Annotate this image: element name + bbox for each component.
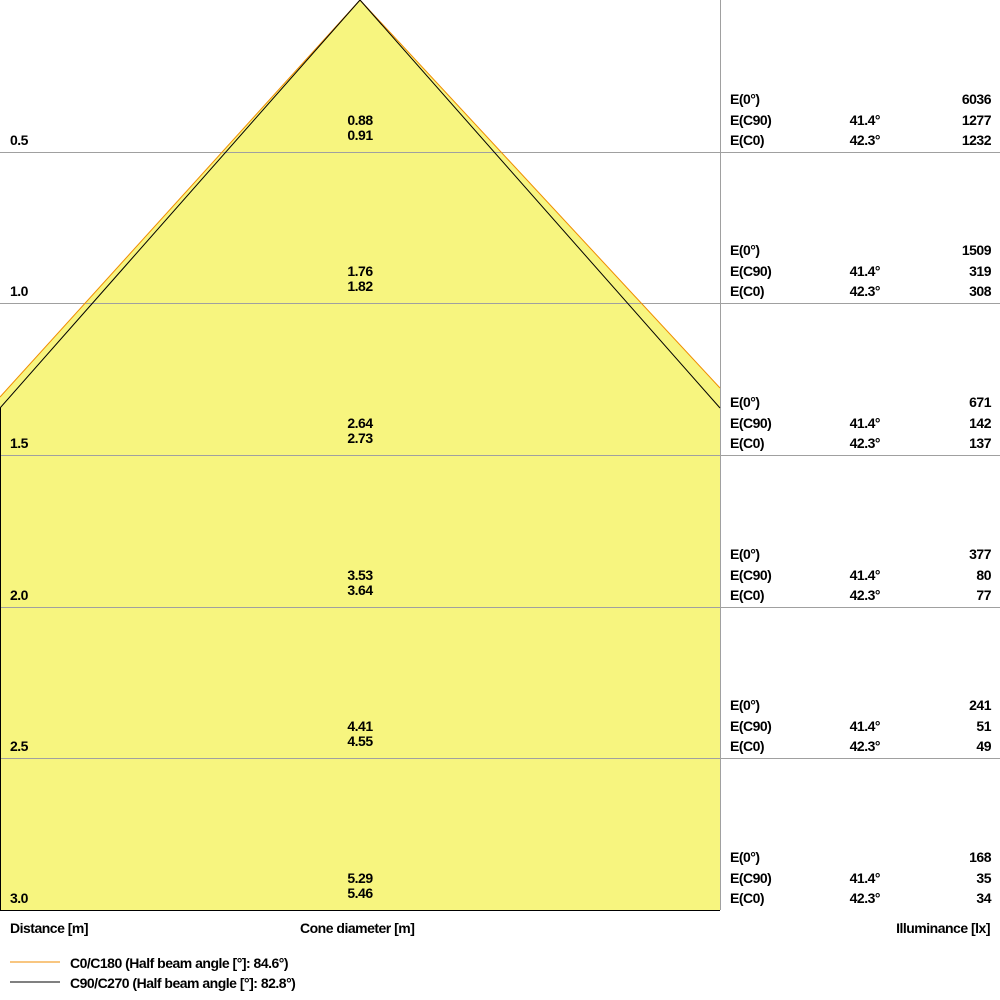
- cone-diameter-c0: 1.76: [347, 263, 373, 279]
- e0-label: E(0°): [730, 546, 760, 562]
- c90-angle: 41.4°: [849, 263, 881, 279]
- ec0-label: E(C0): [730, 738, 765, 754]
- cone-diameter-c0: 3.53: [347, 567, 373, 583]
- cone-diameter-c90: 1.82: [347, 278, 373, 294]
- ec0-label: E(C0): [730, 435, 765, 451]
- e90-value: 51: [976, 718, 991, 734]
- ec0-label: E(C0): [730, 587, 765, 603]
- e90-value: 319: [969, 263, 991, 279]
- ec0-value: 77: [976, 587, 991, 603]
- ec0-value: 1232: [961, 132, 992, 148]
- ec0-value: 137: [969, 435, 991, 451]
- ec0-value: 308: [969, 283, 991, 299]
- e90-label: E(C90): [730, 567, 772, 583]
- c0-cone-line: [0, 0, 721, 398]
- e0-label: E(0°): [730, 242, 760, 258]
- e0-value: 168: [969, 849, 991, 865]
- distance-value: 2.0: [10, 587, 28, 603]
- e0-value: 377: [969, 546, 991, 562]
- distance-value: 0.5: [10, 132, 28, 148]
- c90-angle: 41.4°: [849, 567, 881, 583]
- distance-value: 1.5: [10, 435, 28, 451]
- e90-label: E(C90): [730, 870, 772, 886]
- cone-diameter-c0: 2.64: [347, 415, 373, 431]
- c0-angle: 42.3°: [849, 890, 881, 906]
- ec0-label: E(C0): [730, 283, 765, 299]
- e90-value: 35: [976, 870, 991, 886]
- cone-diameter-c0: 0.88: [347, 112, 373, 128]
- c0-angle: 42.3°: [849, 132, 881, 148]
- cone-diameter-c0: 5.29: [347, 870, 373, 886]
- cone-diameter-c0: 4.41: [347, 718, 373, 734]
- legend-c90: C90/C270 (Half beam angle [°]: 82.8°): [70, 975, 296, 991]
- legend-c0: C0/C180 (Half beam angle [°]: 84.6°): [70, 955, 289, 971]
- e90-label: E(C90): [730, 112, 772, 128]
- cone-diameter-label: Cone diameter [m]: [300, 920, 415, 936]
- e0-label: E(0°): [730, 849, 760, 865]
- distance-value: 2.5: [10, 738, 28, 754]
- cone-diameter-c90: 0.91: [347, 127, 373, 143]
- c90-angle: 41.4°: [849, 415, 881, 431]
- e90-label: E(C90): [730, 263, 772, 279]
- ec0-label: E(C0): [730, 890, 765, 906]
- c0-angle: 42.3°: [849, 435, 881, 451]
- c90-angle: 41.4°: [849, 718, 881, 734]
- e0-value: 671: [969, 394, 991, 410]
- cone-diameter-c90: 3.64: [347, 582, 373, 598]
- e0-value: 1509: [961, 242, 992, 258]
- c90-cone-line: [0, 0, 721, 409]
- cone-diameter-c90: 4.55: [347, 733, 373, 749]
- c0-angle: 42.3°: [849, 738, 881, 754]
- e0-label: E(0°): [730, 91, 760, 107]
- e90-value: 80: [976, 567, 991, 583]
- ec0-value: 34: [976, 890, 991, 906]
- distance-value: 3.0: [10, 890, 28, 906]
- cone-diameter-c90: 2.73: [347, 430, 373, 446]
- e90-value: 1277: [961, 112, 992, 128]
- e90-label: E(C90): [730, 718, 772, 734]
- ec0-label: E(C0): [730, 132, 765, 148]
- distance-axis-label: Distance [m]: [10, 920, 89, 936]
- distance-value: 1.0: [10, 283, 28, 299]
- ec0-value: 49: [976, 738, 991, 754]
- c90-angle: 41.4°: [849, 112, 881, 128]
- e0-label: E(0°): [730, 394, 760, 410]
- e90-label: E(C90): [730, 415, 772, 431]
- illuminance-label: Illuminance [lx]: [896, 920, 990, 936]
- e0-value: 241: [969, 697, 991, 713]
- e90-value: 142: [969, 415, 991, 431]
- c90-angle: 41.4°: [849, 870, 881, 886]
- e0-label: E(0°): [730, 697, 760, 713]
- e0-value: 6036: [961, 91, 992, 107]
- c0-angle: 42.3°: [849, 283, 881, 299]
- grid-lines: [0, 0, 1000, 910]
- cone-diameter-c90: 5.46: [347, 885, 373, 901]
- c0-angle: 42.3°: [849, 587, 881, 603]
